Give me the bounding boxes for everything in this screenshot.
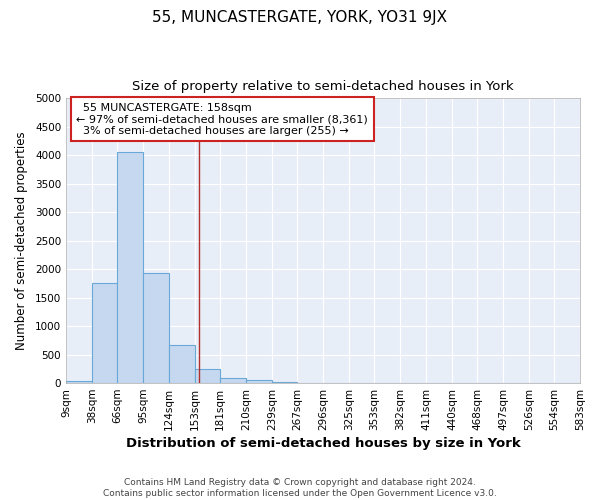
- Text: 55, MUNCASTERGATE, YORK, YO31 9JX: 55, MUNCASTERGATE, YORK, YO31 9JX: [152, 10, 448, 25]
- Bar: [272, 382, 297, 383]
- X-axis label: Distribution of semi-detached houses by size in York: Distribution of semi-detached houses by …: [125, 437, 520, 450]
- Bar: [220, 378, 246, 383]
- Bar: [246, 380, 272, 383]
- Bar: [143, 273, 169, 383]
- Bar: [195, 370, 220, 383]
- Bar: [92, 284, 117, 383]
- Text: Contains HM Land Registry data © Crown copyright and database right 2024.
Contai: Contains HM Land Registry data © Crown c…: [103, 478, 497, 498]
- Title: Size of property relative to semi-detached houses in York: Size of property relative to semi-detach…: [132, 80, 514, 93]
- Y-axis label: Number of semi-detached properties: Number of semi-detached properties: [15, 132, 28, 350]
- Text: 55 MUNCASTERGATE: 158sqm
← 97% of semi-detached houses are smaller (8,361)
  3% : 55 MUNCASTERGATE: 158sqm ← 97% of semi-d…: [76, 102, 368, 136]
- Bar: [169, 346, 195, 383]
- Bar: [66, 381, 92, 383]
- Bar: [117, 152, 143, 383]
